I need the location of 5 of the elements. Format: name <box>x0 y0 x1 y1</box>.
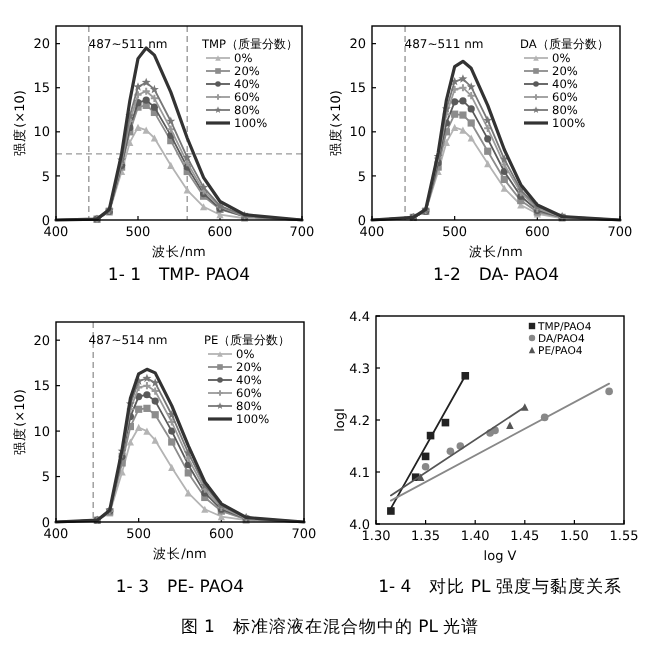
text: 1-2 DA- PAO4 <box>432 266 560 286</box>
text: 1- 1 TMP- PAO4 <box>107 266 251 286</box>
caption: 图 1 标准溶液在混合物中的 PL 光谱 <box>180 616 480 638</box>
text: 1- 3 PE- PAO4 <box>115 578 245 598</box>
text: 1- 4 对比 PL 强度与黏度关系 <box>378 576 622 598</box>
